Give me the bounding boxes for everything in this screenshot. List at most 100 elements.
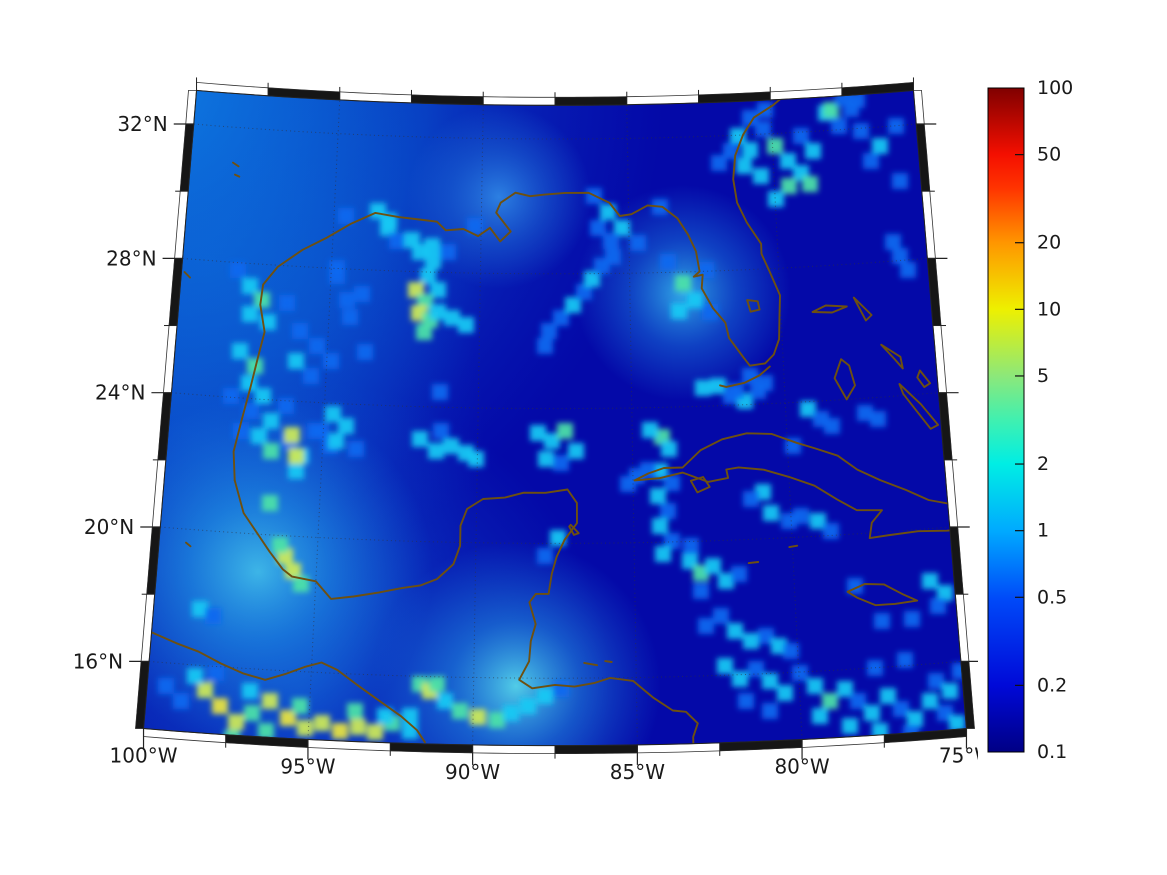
heat-cell [930,598,946,614]
colorbar: 100 50 20 10 5 2 1 0.5 0.2 0.1 [978,77,1128,770]
heat-cell [433,423,449,439]
heat-cell [867,660,883,676]
coastline-cayman-brac [788,544,799,549]
heat-cell [849,92,865,108]
coastline-crooked-island [950,430,967,455]
heat-cell [850,693,866,709]
latitude-gridline [160,526,950,544]
heat-cell [823,523,839,539]
smooth-glow [407,105,591,289]
heat-cell [660,503,676,519]
coastline-cat-island [916,369,932,389]
coastline-florida-keys [719,365,771,388]
heat-cell [553,681,569,697]
heat-cell [755,121,771,137]
heat-cell [412,431,428,447]
heat-cell [710,378,726,394]
heat-cell [325,406,341,422]
heat-cell [874,613,890,629]
heat-cell [553,310,569,326]
heat-cell [342,309,358,325]
heat-cell [738,693,754,709]
heat-cell [620,476,636,492]
heat-cell [705,558,721,574]
coastline-roatan [583,661,599,667]
heat-cell [272,537,288,553]
heat-cell [428,443,444,459]
heat-cell [743,633,759,649]
heat-cell [205,608,221,624]
coastline-cuba [633,432,967,540]
heat-cell [614,220,630,236]
colorbar-tick-label: 20 [1037,232,1061,254]
heat-cell [192,601,208,617]
heat-cell [664,533,680,549]
heat-cell [698,618,714,634]
longitude-gridline [626,104,638,745]
longitude-tick-label: 90°W [445,760,500,784]
colorbar-tick-label: 50 [1037,144,1061,166]
heat-cell [565,297,581,313]
heat-cell [661,441,677,457]
latitude-gridline [193,123,917,140]
heat-cell [503,705,519,721]
coastline-grand-cayman [747,561,760,565]
heat-cell [520,698,536,714]
coastline-andros [833,358,856,401]
colorbar-tick-label: 0.5 [1037,586,1067,608]
heat-cell [831,118,847,134]
heat-cell [863,153,879,169]
latitude-tick-label: 24°N [95,381,145,405]
heat-cell [329,260,345,276]
smooth-glow [575,185,791,401]
heat-cell [424,238,440,254]
heat-cell [783,643,799,659]
heat-cell [530,425,546,441]
heat-cell [284,427,300,443]
longitude-gridline [769,99,803,740]
heat-cell [232,343,248,359]
heat-cell [251,428,267,444]
heat-cell [430,282,446,298]
heat-cell [425,253,441,269]
heat-cell [537,688,553,704]
heat-cell [367,724,383,740]
heat-cell [757,375,773,391]
heat-cell [489,712,505,728]
heat-cell [254,292,270,308]
colorbar-tick-label: 5 [1037,365,1049,387]
heat-cell [377,708,393,724]
heat-cell [805,143,821,159]
heat-cell [323,353,339,369]
heat-cell [314,715,330,731]
colorbar-tick-label: 1 [1037,520,1049,542]
heat-cell [590,220,606,236]
heat-cell [822,693,838,709]
heat-cell [458,317,474,333]
heat-cell [467,218,483,234]
heat-cell [241,375,257,391]
heat-cell [158,678,174,694]
heat-cell [338,418,354,434]
heat-cell [212,698,228,714]
heat-cell [907,711,923,727]
heat-cell [660,254,676,270]
heat-cell [736,158,752,174]
coastline-isla-juventud [689,476,711,494]
colorbar-gradient [987,87,1025,753]
heat-cell [888,118,904,134]
heat-cell [416,324,432,340]
heat-cell [793,508,809,524]
heat-cell [263,443,279,459]
heat-cell [812,708,828,724]
coastline-jamaica [846,583,919,607]
heat-cell [553,455,569,471]
longitude-gridline [472,104,484,745]
heat-cell [332,723,348,739]
heat-cell [824,418,840,434]
gridlines [149,99,961,745]
longitude-tick-label: 100°W [110,744,178,768]
heat-cell [675,275,691,291]
heat-cell [357,344,373,360]
